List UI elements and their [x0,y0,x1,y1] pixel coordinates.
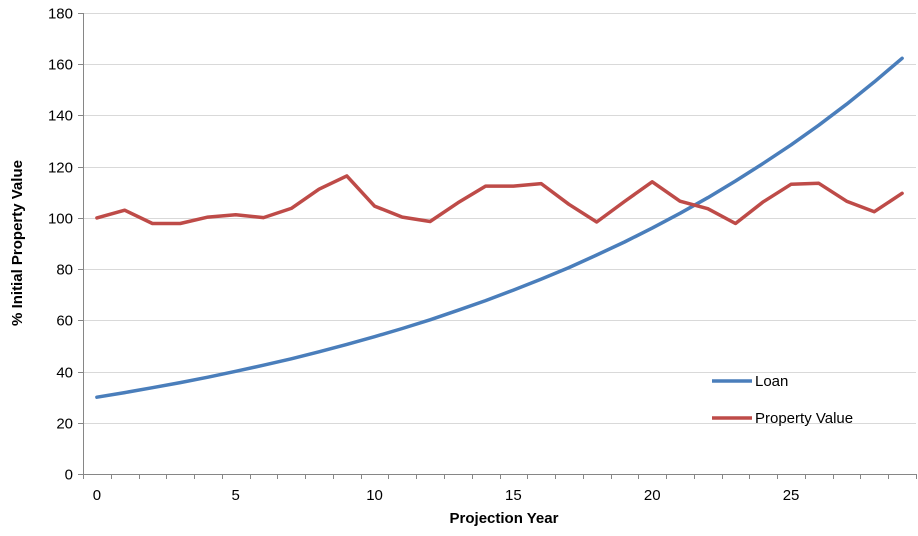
y-tick-label: 180 [48,6,73,23]
x-axis-title: Projection Year [450,510,559,527]
x-tick-label: 15 [505,487,522,504]
y-tick-label: 40 [56,365,73,382]
legend-label: Loan [755,373,788,390]
x-tick-label: 0 [93,487,101,504]
y-tick-label: 140 [48,108,73,125]
y-tick-label: 60 [56,313,73,330]
axes: 0 20 40 60 80 100 120 140 160 180 0 5 10 15 20 25 [48,6,917,504]
legend: Loan Property Value [712,373,853,427]
y-tick-label: 160 [48,57,73,74]
x-tick-label: 20 [644,487,661,504]
series-lines [95,56,904,399]
y-tick-label: 20 [56,416,73,433]
y-tick-label: 0 [65,467,73,484]
legend-label: Property Value [755,410,853,427]
series-line-property-value [95,174,904,226]
y-axis-title: % Initial Property Value [9,160,26,326]
x-tick-label: 10 [366,487,383,504]
y-tick-label: 120 [48,160,73,177]
y-tick-label: 80 [56,262,73,279]
series-line-loan [95,56,904,399]
x-tick-label: 5 [232,487,240,504]
y-tick-label: 100 [48,211,73,228]
x-tick-label: 25 [783,487,800,504]
